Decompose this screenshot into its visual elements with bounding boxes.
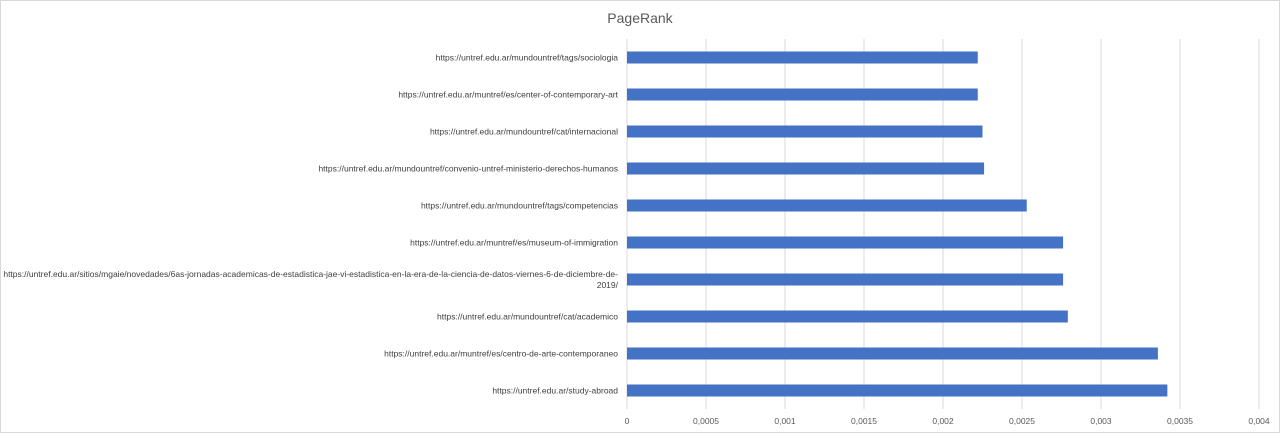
category-label: https://untref.edu.ar/study-abroad xyxy=(492,386,618,396)
bar-1 xyxy=(627,347,1158,360)
x-tick-label: 0,004 xyxy=(1248,416,1270,426)
bar-4 xyxy=(627,236,1064,249)
category-label: https://untref.edu.ar/mundountref/cat/ac… xyxy=(437,312,618,322)
x-tick-label: 0,002 xyxy=(932,416,954,426)
bar-6 xyxy=(627,162,985,175)
category-labels: https://untref.edu.ar/study-abroad https:… xyxy=(3,53,618,396)
category-label: https://untref.edu.ar/muntref/es/centro-… xyxy=(384,349,618,359)
bar-0 xyxy=(627,384,1168,397)
category-label: https://untref.edu.ar/sitios/mgaie/noved… xyxy=(3,269,618,290)
x-tick-label: 0,0005 xyxy=(693,416,719,426)
chart-title: PageRank xyxy=(607,10,673,26)
bar-3 xyxy=(627,273,1064,286)
category-label: https://untref.edu.ar/mundountref/conven… xyxy=(318,164,618,174)
x-tick-label: 0,0025 xyxy=(1009,416,1035,426)
bar-8 xyxy=(627,88,978,101)
category-label: https://untref.edu.ar/mundountref/tags/s… xyxy=(436,53,619,63)
bar-2 xyxy=(627,310,1068,323)
category-label: https://untref.edu.ar/mundountref/tags/c… xyxy=(421,201,618,211)
x-tick-label: 0,001 xyxy=(774,416,796,426)
bar-9 xyxy=(627,51,978,64)
x-tick-label: 0,003 xyxy=(1090,416,1112,426)
category-label: https://untref.edu.ar/muntref/es/museum-… xyxy=(410,238,618,248)
category-label: https://untref.edu.ar/muntref/es/center-… xyxy=(398,90,618,100)
category-label: https://untref.edu.ar/mundountref/cat/in… xyxy=(430,127,618,137)
bar-7 xyxy=(627,125,983,138)
x-tick-labels: 0 0,0005 0,001 0,0015 0,002 0,0025 0,003 0,0035… xyxy=(625,416,1270,426)
bar-5 xyxy=(627,199,1027,212)
x-tick-label: 0,0015 xyxy=(851,416,877,426)
x-tick-label: 0,0035 xyxy=(1167,416,1193,426)
bars xyxy=(627,51,1168,397)
x-tick-label: 0 xyxy=(625,416,630,426)
gridlines xyxy=(626,39,1260,409)
